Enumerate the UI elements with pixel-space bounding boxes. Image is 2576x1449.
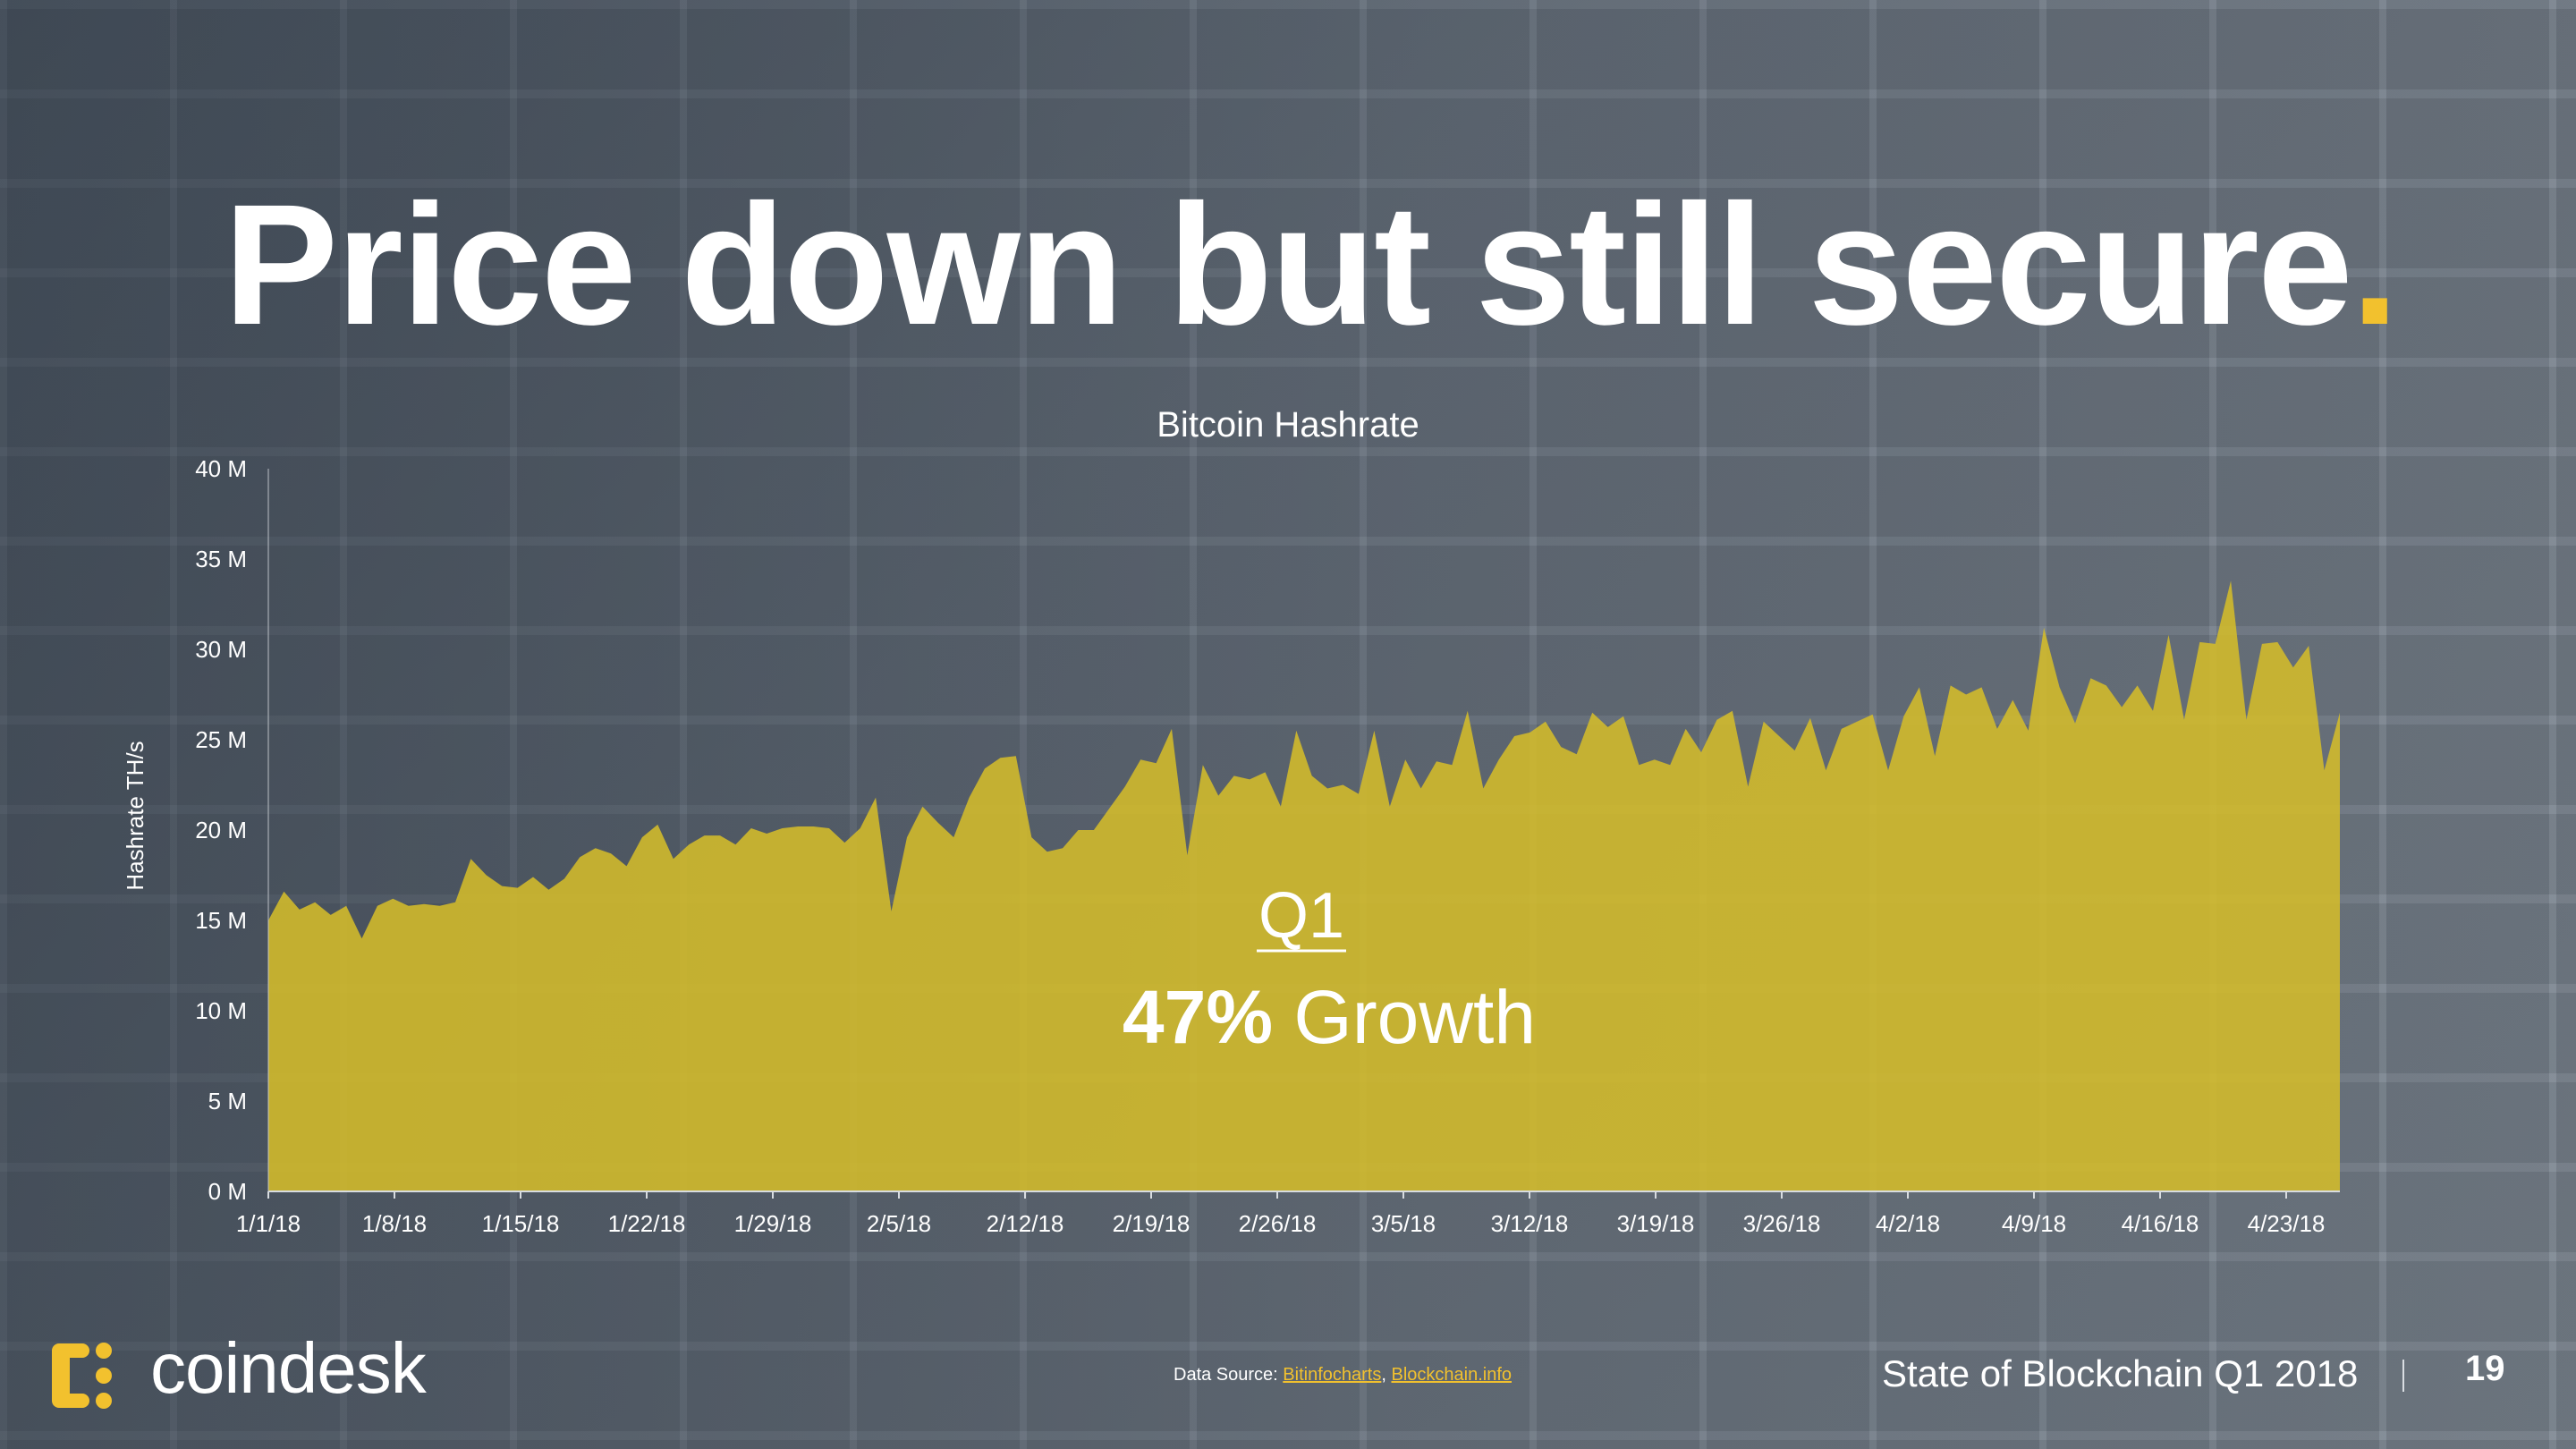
report-title: State of Blockchain Q1 2018 xyxy=(1882,1352,2359,1394)
annotation-growth: 47% Growth xyxy=(1123,975,1536,1059)
hashrate-area xyxy=(268,580,2340,1191)
y-tick-label: 35 M xyxy=(195,546,247,572)
annotation-quarter: Q1 xyxy=(1258,880,1344,952)
y-tick-label: 40 M xyxy=(195,455,247,482)
slide-headline: Price down but still secure. xyxy=(224,179,2399,351)
x-tick-label: 3/12/18 xyxy=(1491,1210,1569,1237)
x-tick-label: 4/16/18 xyxy=(2122,1210,2199,1237)
y-tick-label: 30 M xyxy=(195,636,247,663)
page-number: 19 xyxy=(2465,1349,2505,1388)
growth-word: Growth xyxy=(1293,975,1536,1059)
x-tick-label: 3/26/18 xyxy=(1743,1210,1821,1237)
x-tick-label: 4/9/18 xyxy=(2002,1210,2066,1237)
growth-percent: 47% xyxy=(1123,975,1273,1059)
data-source: Data Source: Bitinfocharts, Blockchain.i… xyxy=(1174,1365,1512,1385)
coindesk-logo-icon xyxy=(52,1343,112,1409)
coindesk-logo[interactable]: coindesk xyxy=(45,1331,492,1420)
x-tick-label: 1/15/18 xyxy=(482,1210,560,1237)
x-tick-label: 2/19/18 xyxy=(1113,1210,1191,1237)
chart-title: Bitcoin Hashrate xyxy=(1157,405,1419,445)
data-source-separator: , xyxy=(1381,1365,1386,1385)
y-axis-label: Hashrate TH/s xyxy=(122,741,148,890)
y-axis-ticks: 0 M 5 M 10 M 15 M 20 M 25 M 30 M 35 M 40 M xyxy=(195,455,247,1205)
x-tick-label: 3/5/18 xyxy=(1371,1210,1436,1237)
headline-dot: . xyxy=(2351,168,2399,360)
bitinfocharts-link[interactable]: Bitinfocharts xyxy=(1283,1365,1382,1385)
data-source-label: Data Source: xyxy=(1174,1365,1278,1385)
x-tick-label: 2/26/18 xyxy=(1239,1210,1317,1237)
x-tick-label: 4/23/18 xyxy=(2248,1210,2326,1237)
x-tick-label: 1/22/18 xyxy=(608,1210,686,1237)
y-tick-label: 20 M xyxy=(195,817,247,843)
footer-divider xyxy=(2402,1360,2404,1392)
y-tick-label: 25 M xyxy=(195,726,247,753)
x-tick-label: 1/1/18 xyxy=(236,1210,301,1237)
x-tick-label: 2/5/18 xyxy=(867,1210,931,1237)
x-axis-ticks: 1/1/18 1/8/18 1/15/18 1/22/18 1/29/18 2/5/18 2… xyxy=(236,1191,2326,1237)
blockchain-info-link[interactable]: Blockchain.info xyxy=(1391,1365,1513,1385)
y-tick-label: 10 M xyxy=(195,997,247,1024)
y-tick-label: 5 M xyxy=(208,1088,247,1114)
x-tick-label: 3/19/18 xyxy=(1617,1210,1695,1237)
y-tick-label: 15 M xyxy=(195,907,247,934)
x-tick-label: 1/8/18 xyxy=(362,1210,427,1237)
headline-text: Price down but still secure xyxy=(224,168,2353,360)
growth-space xyxy=(1273,975,1293,1059)
x-tick-label: 1/29/18 xyxy=(734,1210,812,1237)
x-tick-label: 2/12/18 xyxy=(987,1210,1064,1237)
coindesk-logo-text: coindesk xyxy=(150,1328,427,1408)
y-tick-label: 0 M xyxy=(208,1178,247,1205)
x-tick-label: 4/2/18 xyxy=(1876,1210,1940,1237)
